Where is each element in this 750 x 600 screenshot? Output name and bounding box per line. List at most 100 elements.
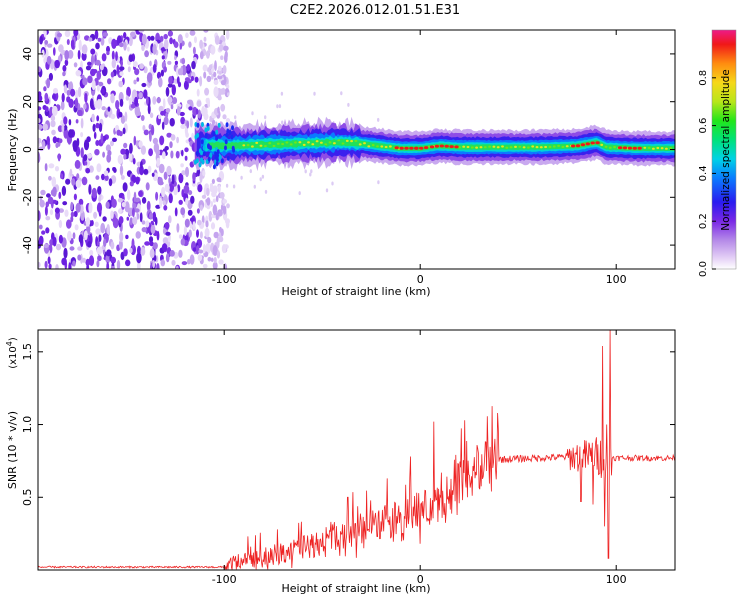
noise-speckle — [92, 69, 98, 74]
noise-speckle — [46, 193, 51, 198]
signal-core — [552, 145, 556, 148]
snr-frame — [37, 329, 676, 571]
noise-speckle — [181, 170, 186, 176]
noise-speckle — [96, 70, 102, 81]
noise-speckle — [310, 169, 313, 174]
noise-speckle — [214, 35, 220, 45]
snr-xlabel: Height of straight line (km) — [281, 582, 430, 595]
noise-speckle — [185, 166, 189, 178]
noise-speckle — [95, 122, 100, 129]
noise-speckle — [198, 249, 204, 254]
noise-speckle — [148, 236, 154, 243]
noise-speckle — [128, 152, 133, 162]
noise-speckle — [124, 201, 130, 212]
noise-speckle — [51, 105, 58, 116]
noise-speckle — [97, 37, 102, 42]
noise-speckle — [158, 163, 165, 174]
noise-speckle — [38, 118, 41, 124]
noise-speckle — [69, 168, 73, 177]
signal-flare — [207, 144, 211, 150]
noise-speckle — [167, 96, 173, 104]
noise-speckle — [88, 184, 92, 195]
noise-speckle — [173, 41, 179, 48]
noise-speckle — [188, 41, 192, 48]
noise-speckle — [46, 136, 50, 146]
noise-speckle — [144, 50, 150, 58]
noise-speckle — [86, 153, 93, 159]
noise-speckle — [146, 200, 151, 212]
signal-core — [380, 145, 384, 148]
noise-speckle — [183, 80, 189, 90]
noise-speckle — [208, 64, 213, 70]
signal-core — [358, 143, 362, 146]
noise-speckle — [81, 44, 88, 55]
noise-speckle — [53, 87, 58, 94]
noise-speckle — [145, 182, 150, 191]
noise-speckle — [75, 70, 82, 77]
noise-speckle — [210, 201, 214, 207]
snr-background — [38, 330, 675, 570]
noise-speckle — [110, 113, 116, 120]
noise-speckle — [58, 219, 63, 229]
noise-speckle — [74, 97, 79, 109]
y-tick-label: -40 — [21, 236, 34, 254]
noise-speckle — [213, 79, 219, 85]
snr-scale-label: (x104) — [5, 337, 19, 369]
noise-speckle — [52, 93, 56, 100]
noise-speckle — [45, 227, 50, 234]
signal-core — [302, 143, 306, 146]
noise-speckle — [111, 38, 117, 49]
noise-speckle — [325, 188, 329, 193]
noise-speckle — [45, 216, 51, 221]
noise-speckle — [38, 210, 41, 222]
noise-speckle — [47, 43, 53, 48]
noise-speckle — [168, 177, 171, 185]
noise-speckle — [222, 114, 227, 120]
noise-speckle — [158, 77, 163, 88]
noise-speckle — [38, 261, 41, 268]
signal-flare — [200, 157, 203, 163]
noise-speckle — [43, 86, 47, 92]
noise-speckle — [116, 64, 120, 75]
noise-speckle — [190, 75, 195, 82]
noise-speckle — [73, 30, 79, 37]
noise-speckle — [107, 150, 112, 157]
signal-flare — [204, 127, 208, 133]
noise-speckle — [68, 129, 74, 138]
noise-speckle — [139, 63, 145, 70]
noise-speckle — [115, 100, 120, 110]
noise-speckle — [120, 60, 123, 67]
noise-speckle — [188, 190, 193, 196]
noise-speckle — [55, 142, 59, 148]
noise-speckle — [63, 128, 69, 139]
noise-speckle — [129, 217, 133, 226]
noise-speckle — [174, 55, 177, 61]
noise-speckle — [185, 132, 189, 138]
colorbar: 0.0 0.2 0.4 0.6 0.8 Normalized spectral ampl… — [698, 29, 737, 277]
signal-core — [363, 142, 366, 145]
noise-speckle — [98, 122, 103, 132]
noise-speckle — [54, 207, 60, 214]
noise-speckle — [101, 173, 105, 181]
noise-speckle — [145, 220, 150, 228]
noise-speckle — [213, 231, 219, 239]
noise-speckle — [347, 102, 350, 107]
noise-speckle — [240, 175, 243, 180]
snr-scale-exponent: 4 — [5, 341, 14, 346]
noise-speckle — [146, 72, 153, 83]
noise-speckle — [176, 67, 179, 77]
y-tick-label: 0.5 — [21, 489, 34, 507]
noise-speckle — [206, 197, 211, 206]
noise-speckle — [161, 151, 166, 160]
colorbar-tick-label: 0.0 — [698, 261, 709, 277]
noise-speckle — [178, 234, 183, 239]
noise-speckle — [121, 202, 126, 208]
noise-speckle — [119, 231, 124, 243]
noise-speckle — [110, 265, 115, 269]
signal-flare — [195, 158, 199, 164]
noise-speckle — [203, 186, 207, 197]
signal-core — [294, 141, 297, 144]
noise-speckle — [133, 135, 137, 146]
noise-speckle — [152, 43, 157, 55]
noise-speckle — [150, 224, 156, 235]
